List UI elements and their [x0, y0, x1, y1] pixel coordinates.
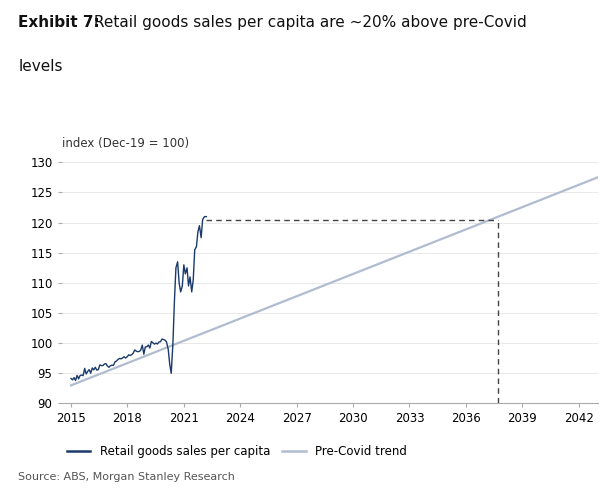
- Text: index (Dec-19 = 100): index (Dec-19 = 100): [62, 137, 188, 150]
- Legend: Retail goods sales per capita, Pre-Covid trend: Retail goods sales per capita, Pre-Covid…: [62, 441, 411, 463]
- Text: levels: levels: [18, 59, 63, 74]
- Text: Source: ABS, Morgan Stanley Research: Source: ABS, Morgan Stanley Research: [18, 472, 235, 482]
- Text: Exhibit 7:: Exhibit 7:: [18, 15, 100, 30]
- Text: Retail goods sales per capita are ~20% above pre-Covid: Retail goods sales per capita are ~20% a…: [89, 15, 527, 30]
